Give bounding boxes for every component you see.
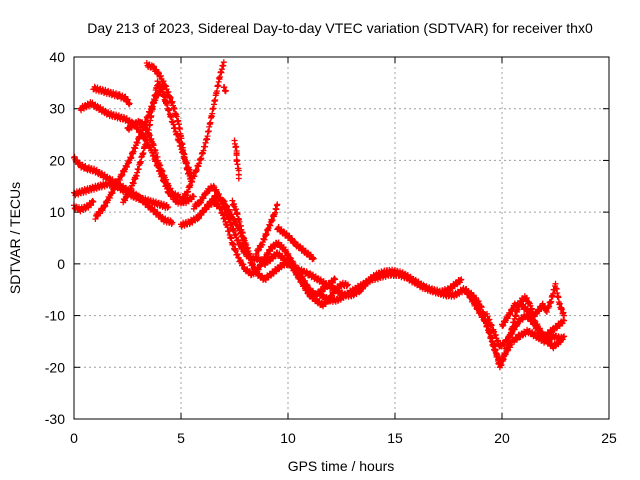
- series-points: [499, 300, 568, 352]
- y-tick-label: -30: [45, 411, 65, 427]
- y-tick-label: 20: [49, 152, 65, 168]
- series-track-16: [229, 197, 253, 257]
- series-points: [229, 197, 253, 257]
- y-tick-label: 0: [57, 256, 65, 272]
- grid-lines: [74, 57, 609, 419]
- chart-title: Day 213 of 2023, Sidereal Day-to-day VTE…: [87, 20, 593, 36]
- x-tick-label: 15: [387, 430, 403, 446]
- x-axis-label: GPS time / hours: [288, 458, 395, 474]
- x-tick-label: 10: [280, 430, 296, 446]
- series-points: [120, 78, 169, 206]
- series-track-18: [274, 224, 317, 263]
- series-points: [220, 84, 229, 95]
- series-track-15: [231, 137, 242, 182]
- y-tick-label: 40: [49, 49, 65, 65]
- series-points: [203, 197, 339, 299]
- series-track-17: [252, 201, 281, 258]
- plot-frame: [73, 56, 610, 420]
- y-tick-label: 30: [49, 101, 65, 117]
- series-points: [252, 201, 281, 258]
- x-tick-label: 0: [70, 430, 78, 446]
- x-tick-label: 25: [601, 430, 617, 446]
- y-axis-label: SDTVAR / TECUs: [7, 182, 23, 294]
- series-track-19: [317, 269, 465, 305]
- series-points: [124, 117, 182, 201]
- series-points: [274, 224, 317, 263]
- series-track-5: [90, 83, 133, 108]
- series-track-22: [499, 300, 568, 352]
- series-track-13: [203, 197, 339, 299]
- tick-labels: 0 5 10 15 20 25 -30 -20 -10 0 10 20 30 40: [45, 49, 617, 446]
- y-tick-label: 10: [49, 204, 65, 220]
- x-tick-label: 5: [177, 430, 185, 446]
- series-points: [231, 137, 242, 182]
- y-tick-label: -10: [45, 308, 65, 324]
- series-track-9: [143, 60, 195, 185]
- x-tick-label: 20: [494, 430, 510, 446]
- plot-points: [71, 59, 568, 371]
- series-points: [90, 83, 133, 108]
- series-track-11: [178, 59, 227, 206]
- series-track-14: [220, 84, 229, 95]
- series-track-8: [124, 117, 182, 201]
- series-points: [143, 60, 195, 185]
- series-track-7: [120, 78, 169, 206]
- series-points: [317, 269, 465, 305]
- series-points: [178, 59, 227, 206]
- y-tick-label: -20: [45, 359, 65, 375]
